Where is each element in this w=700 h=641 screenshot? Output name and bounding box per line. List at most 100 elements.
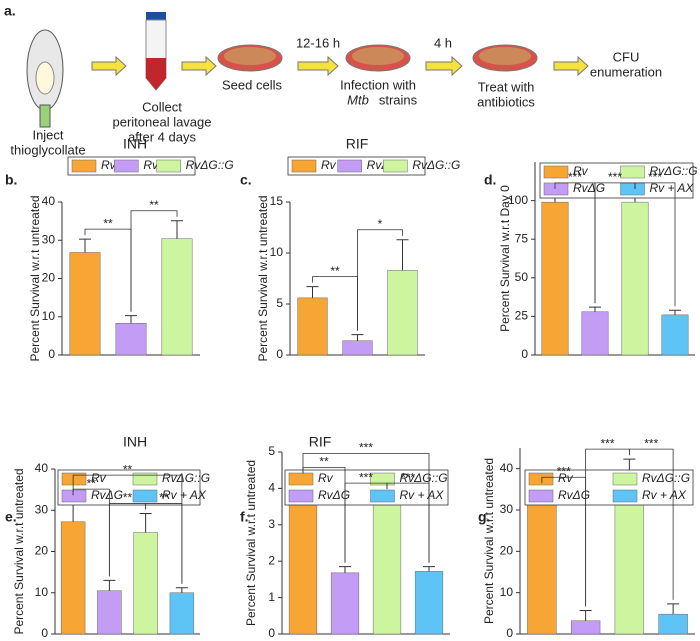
step-text: Inject (32, 127, 63, 142)
y-tick-label: 0 (521, 347, 528, 361)
sig-label: ** (149, 198, 159, 212)
bar (541, 201, 569, 356)
bar (570, 620, 601, 635)
panel-label: d. (484, 172, 496, 188)
panel-label: g. (478, 509, 490, 525)
legend-label: Rv (321, 158, 337, 172)
legend-label: Rv (558, 471, 574, 485)
legend-label: RvΔG::G (412, 158, 460, 172)
arrows (91, 55, 589, 77)
legend-swatch (132, 489, 158, 503)
y-tick-label: 2 (268, 553, 275, 567)
y-tick-label: 20 (42, 271, 56, 285)
chart-title: RIF (346, 136, 369, 152)
error-bar (103, 579, 116, 591)
step-text: thioglycollate (10, 142, 85, 157)
arrow-label: 12-16 h (296, 35, 340, 50)
legend-swatch (620, 182, 645, 196)
bar (387, 270, 418, 356)
y-tick-label: 75 (515, 231, 529, 245)
y-tick-label: 30 (35, 502, 49, 516)
sig-bracket (145, 503, 183, 584)
sig-label: *** (608, 170, 622, 184)
chart-title: INH (123, 434, 147, 450)
sig-label: * (378, 217, 383, 231)
sig-bracket (357, 229, 403, 331)
y-tick-label: 30 (500, 502, 514, 516)
y-tick-label: 0 (276, 347, 283, 361)
sig-label: ** (330, 264, 340, 278)
legend-label: RvΔG (91, 488, 123, 502)
legend-swatch (543, 165, 569, 179)
tube-cap (146, 12, 166, 20)
dishes (217, 44, 538, 72)
panel-label: f. (240, 509, 249, 525)
y-tick-label: 0 (41, 626, 48, 640)
y-tick-label: 5 (276, 296, 283, 310)
error-bar (423, 566, 435, 572)
step-text: Mtb (347, 92, 369, 107)
sig-label: ** (319, 455, 329, 469)
legend-swatch (370, 489, 395, 503)
bar (169, 592, 195, 635)
legend-swatch (114, 159, 139, 173)
error-bar (669, 309, 681, 315)
legend-label: RvΔG::G (400, 471, 448, 485)
y-tick-label: 1 (268, 590, 275, 604)
step-text: Treat with (478, 79, 535, 94)
legend-swatch (620, 165, 645, 179)
panel-label: a. (4, 3, 16, 19)
legend-swatch (156, 159, 181, 173)
sig-label: ** (159, 491, 169, 505)
y-axis-title: Percent Survival w.r.t Day 0 (498, 185, 512, 332)
bar (414, 571, 444, 635)
bar (297, 297, 328, 356)
error-bar (396, 239, 409, 271)
legend-label: RvΔG::G (642, 471, 690, 485)
y-tick-label: 40 (500, 461, 514, 475)
sig-label: *** (644, 436, 658, 450)
y-tick-label: 10 (270, 245, 284, 259)
legend-label: Rv (318, 471, 334, 485)
sig-label: ** (103, 216, 113, 230)
y-tick-label: 100 (508, 193, 528, 207)
legend-swatch (288, 472, 314, 486)
legend-swatch (612, 472, 638, 486)
error-bar (171, 220, 183, 239)
y-tick-label: 10 (42, 309, 56, 323)
panel-label: c. (240, 172, 252, 188)
error-bar (139, 513, 152, 533)
y-tick-label: 50 (515, 270, 529, 284)
panel-label: b. (5, 172, 17, 188)
mouse-belly (35, 61, 55, 95)
legend-label: Rv + AX (400, 488, 445, 502)
bar (97, 590, 122, 635)
y-tick-label: 10 (35, 585, 49, 599)
step-text: peritoneal lavage (112, 114, 211, 129)
error-bar (667, 603, 680, 615)
sig-bracket (634, 182, 676, 307)
legend-label: Rv (101, 158, 117, 172)
bar (342, 340, 373, 356)
bar (161, 238, 193, 356)
sig-label: ** (123, 462, 133, 476)
sig-label: *** (359, 441, 373, 455)
error-bar (589, 306, 601, 312)
legend-label: Rv (573, 164, 589, 178)
y-tick-label: 20 (35, 544, 49, 558)
chart-title: RIF (309, 434, 332, 450)
bar (115, 323, 147, 356)
bar (372, 501, 402, 635)
y-axis-title: Percent Survival w.r.t untreated (12, 468, 26, 634)
legend-label: RvΔG (318, 488, 350, 502)
sig-label: *** (401, 470, 415, 484)
legend-swatch (288, 489, 314, 503)
legend-label: RvΔG::G (650, 164, 698, 178)
step-text: enumeration (590, 64, 662, 79)
step-text: strains (379, 92, 418, 107)
y-tick-label: 5 (268, 444, 275, 458)
sig-label: *** (359, 470, 373, 484)
step-text: Seed cells (222, 77, 282, 92)
